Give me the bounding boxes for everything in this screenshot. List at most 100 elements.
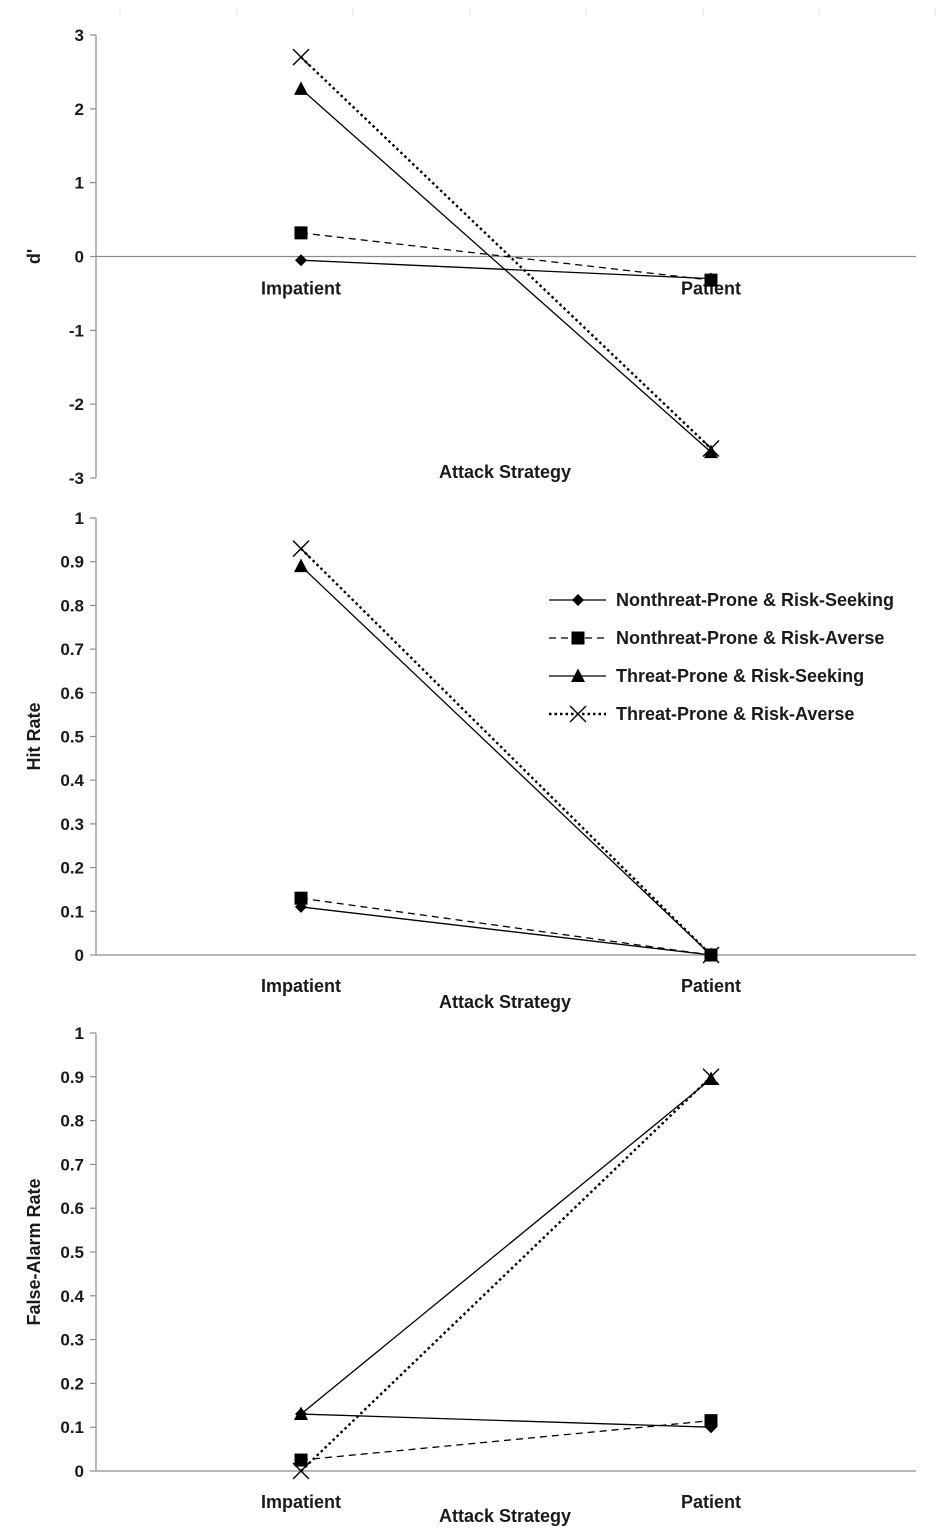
series-3 [294, 81, 718, 459]
y-tick-label: 0.5 [60, 728, 84, 747]
legend-label: Nonthreat-Prone & Risk-Seeking [616, 590, 894, 610]
data-point-x [292, 540, 310, 558]
data-point-triangle [294, 558, 308, 573]
diamond-icon [572, 594, 584, 606]
y-tick-label: 0.4 [60, 771, 84, 790]
series-line [300, 232, 712, 281]
y-tick-label: -1 [69, 321, 84, 340]
dprime-chart: 3 2 1 0 -1 -2 -3 Impatient Patient Attack Strateg… [24, 26, 916, 488]
legend-item: Nonthreat-Prone & Risk-Averse [549, 628, 884, 648]
x-icon-stroke-b [292, 540, 310, 558]
x-icon-stroke-b [569, 705, 587, 723]
data-point-triangle [294, 1406, 308, 1421]
y-axis-title: d' [24, 249, 44, 264]
legend-item: Threat-Prone & Risk-Seeking [549, 666, 864, 686]
y-tick-label: -3 [69, 469, 84, 488]
series-line [300, 56, 712, 450]
series-2 [294, 226, 718, 287]
legend-item: Threat-Prone & Risk-Averse [549, 704, 854, 724]
y-tick-label: -2 [69, 395, 84, 414]
y-tick-label: 0.5 [60, 1243, 84, 1262]
legend-label: Nonthreat-Prone & Risk-Averse [616, 628, 884, 648]
legend-item: Nonthreat-Prone & Risk-Seeking [549, 590, 894, 610]
y-tick-label: 0.3 [60, 815, 84, 834]
x-icon-stroke-b [702, 1068, 720, 1086]
y-tick-label: 0.4 [60, 1287, 84, 1306]
x-axis-title: Attack Strategy [439, 992, 571, 1012]
series-4 [292, 48, 720, 457]
y-tick-label: 0.1 [60, 902, 84, 921]
x-category-label: Impatient [261, 279, 341, 299]
y-tick-label: 0.6 [60, 684, 84, 703]
y-tick-label: 0.2 [60, 859, 84, 878]
x-category-label: Impatient [261, 976, 341, 996]
x-axis-title: Attack Strategy [439, 1506, 571, 1526]
y-tick-label: 0.7 [60, 1155, 84, 1174]
x-icon [569, 705, 587, 723]
series-line [300, 259, 712, 280]
false-alarm-rate-chart: 1 0.9 0.8 0.7 0.6 0.5 0.4 0.3 0.2 0.1 0 Impatient Pa… [24, 1024, 916, 1526]
y-tick-label: 0.9 [60, 553, 84, 572]
x-category-label: Patient [681, 1492, 741, 1512]
data-point-x [292, 48, 310, 66]
x-category-label: Patient [681, 976, 741, 996]
data-point-square [294, 1453, 308, 1467]
x-category-label: Patient [681, 279, 741, 299]
y-tick-label: 0 [75, 248, 84, 267]
x-icon-stroke-b [702, 439, 720, 457]
y-axis-title: Hit Rate [24, 702, 44, 770]
series-line [300, 88, 712, 453]
data-point-square [704, 1414, 718, 1428]
y-tick-label: 0.8 [60, 596, 84, 615]
y-tick-label: 1 [75, 509, 84, 528]
data-point-x [702, 946, 720, 964]
triangle-icon [571, 668, 585, 682]
series-line [300, 1078, 712, 1415]
y-tick-label: 0.2 [60, 1374, 84, 1393]
y-tick-label: 0.7 [60, 640, 84, 659]
y-tick-label: 0.6 [60, 1199, 84, 1218]
data-point-x [702, 1068, 720, 1086]
series-line [300, 1419, 712, 1461]
series-2 [294, 1414, 718, 1467]
x-icon-stroke-b [292, 48, 310, 66]
data-point-square [294, 226, 308, 240]
data-point-triangle [704, 444, 718, 459]
series-line [300, 906, 712, 956]
series-line [300, 565, 712, 956]
data-point-diamond [295, 254, 307, 267]
y-tick-label: 2 [75, 100, 84, 119]
data-point-square [294, 891, 308, 905]
y-tick-label: 1 [75, 174, 84, 193]
x-icon-stroke-b [292, 1462, 310, 1480]
y-tick-label: 0.1 [60, 1418, 84, 1437]
y-axis-title: False-Alarm Rate [24, 1178, 44, 1325]
y-tick-label: 0.9 [60, 1068, 84, 1087]
x-axis-title: Attack Strategy [439, 462, 571, 482]
data-point-x [702, 439, 720, 457]
legend-label: Threat-Prone & Risk-Averse [616, 704, 854, 724]
x-icon-stroke-b [702, 946, 720, 964]
data-point-x [292, 1462, 310, 1480]
series-line [300, 897, 712, 956]
series-line [300, 1413, 712, 1428]
y-tick-label: 0.3 [60, 1331, 84, 1350]
data-point-square [704, 273, 718, 287]
y-tick-label: 0.8 [60, 1112, 84, 1131]
square-icon [571, 631, 585, 645]
series-4 [292, 1068, 720, 1480]
y-tick-label: 0 [75, 1462, 84, 1481]
x-category-label: Impatient [261, 1492, 341, 1512]
series-4 [292, 540, 720, 964]
legend-label: Threat-Prone & Risk-Seeking [616, 666, 864, 686]
y-tick-label: 0 [75, 946, 84, 965]
legend: Nonthreat-Prone & Risk-Seeking Nonthreat-… [549, 590, 894, 724]
hit-rate-chart: 1 0.9 0.8 0.7 0.6 0.5 0.4 0.3 0.2 0.1 0 Impatient Pa… [24, 509, 916, 1012]
y-tick-label: 1 [75, 1024, 84, 1043]
series-line [300, 1075, 712, 1472]
data-point-triangle [294, 81, 308, 95]
top-edge-ticks [119, 8, 936, 16]
y-tick-label: 3 [75, 26, 84, 45]
